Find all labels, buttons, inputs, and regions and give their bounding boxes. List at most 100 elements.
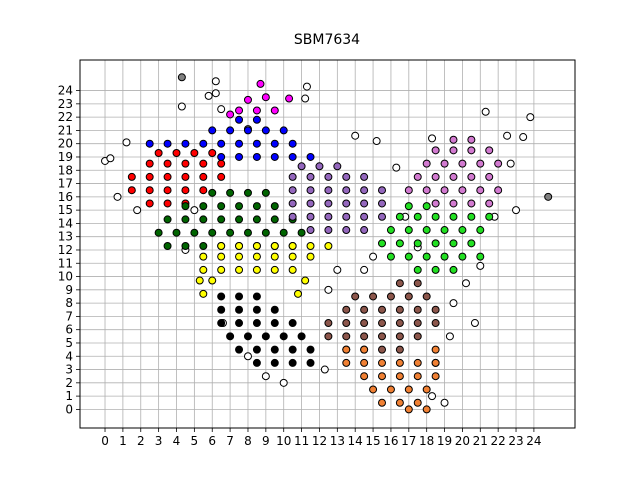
point <box>440 186 449 195</box>
point <box>279 228 288 237</box>
point <box>467 199 476 208</box>
point <box>431 358 440 367</box>
point <box>211 77 220 86</box>
point <box>261 372 270 381</box>
point <box>378 372 387 381</box>
point <box>145 172 154 181</box>
point <box>285 94 294 103</box>
x-tick-label: 10 <box>276 434 291 448</box>
point <box>181 172 190 181</box>
point <box>270 152 279 161</box>
point <box>154 148 163 157</box>
point <box>163 139 172 148</box>
point <box>252 202 261 211</box>
y-tick-label: 23 <box>58 97 73 111</box>
point <box>235 106 244 115</box>
point <box>395 305 404 314</box>
y-tick-label: 16 <box>58 190 73 204</box>
point <box>217 105 226 114</box>
point <box>431 199 440 208</box>
point <box>208 228 217 237</box>
point <box>181 202 190 211</box>
x-tick-label: 19 <box>437 434 452 448</box>
point <box>526 113 535 122</box>
point <box>404 292 413 301</box>
y-tick-label: 5 <box>65 336 73 350</box>
point <box>404 252 413 261</box>
point <box>190 228 199 237</box>
point <box>360 319 369 328</box>
point <box>106 154 115 163</box>
point <box>494 159 503 168</box>
point <box>395 372 404 381</box>
point <box>252 241 261 250</box>
point <box>378 358 387 367</box>
point <box>190 148 199 157</box>
point <box>422 385 431 394</box>
point <box>324 186 333 195</box>
point <box>476 261 485 270</box>
point <box>360 212 369 221</box>
point <box>386 226 395 235</box>
y-tick-label: 8 <box>65 296 73 310</box>
point <box>422 186 431 195</box>
point <box>342 186 351 195</box>
point <box>360 186 369 195</box>
point <box>342 345 351 354</box>
point <box>199 172 208 181</box>
point <box>199 139 208 148</box>
point <box>163 172 172 181</box>
point <box>288 186 297 195</box>
point <box>243 188 252 197</box>
y-tick-label: 14 <box>58 216 73 230</box>
point <box>288 152 297 161</box>
point <box>386 292 395 301</box>
point <box>413 212 422 221</box>
point <box>252 252 261 261</box>
point <box>279 378 288 387</box>
point <box>470 319 479 328</box>
point <box>467 146 476 155</box>
point <box>449 172 458 181</box>
point <box>113 192 122 201</box>
point <box>404 186 413 195</box>
point <box>199 252 208 261</box>
point <box>208 126 217 135</box>
x-tick-label: 20 <box>455 434 470 448</box>
point <box>243 95 252 104</box>
point <box>324 319 333 328</box>
point <box>243 228 252 237</box>
point <box>235 115 244 124</box>
point <box>467 239 476 248</box>
y-tick-label: 7 <box>65 309 73 323</box>
point <box>395 239 404 248</box>
point <box>226 228 235 237</box>
point <box>235 215 244 224</box>
point <box>395 358 404 367</box>
point <box>378 239 387 248</box>
point <box>431 319 440 328</box>
point <box>378 345 387 354</box>
point <box>360 332 369 341</box>
point <box>428 134 437 143</box>
point <box>324 241 333 250</box>
point <box>485 212 494 221</box>
point <box>261 228 270 237</box>
point <box>199 186 208 195</box>
point <box>342 226 351 235</box>
point <box>163 241 172 250</box>
point <box>351 292 360 301</box>
point <box>306 252 315 261</box>
point <box>252 265 261 274</box>
point <box>392 163 401 172</box>
point <box>306 152 315 161</box>
point <box>413 372 422 381</box>
point <box>217 152 226 161</box>
point <box>288 319 297 328</box>
point <box>395 319 404 328</box>
point <box>360 172 369 181</box>
point <box>208 188 217 197</box>
point <box>288 252 297 261</box>
y-tick-label: 1 <box>65 389 73 403</box>
